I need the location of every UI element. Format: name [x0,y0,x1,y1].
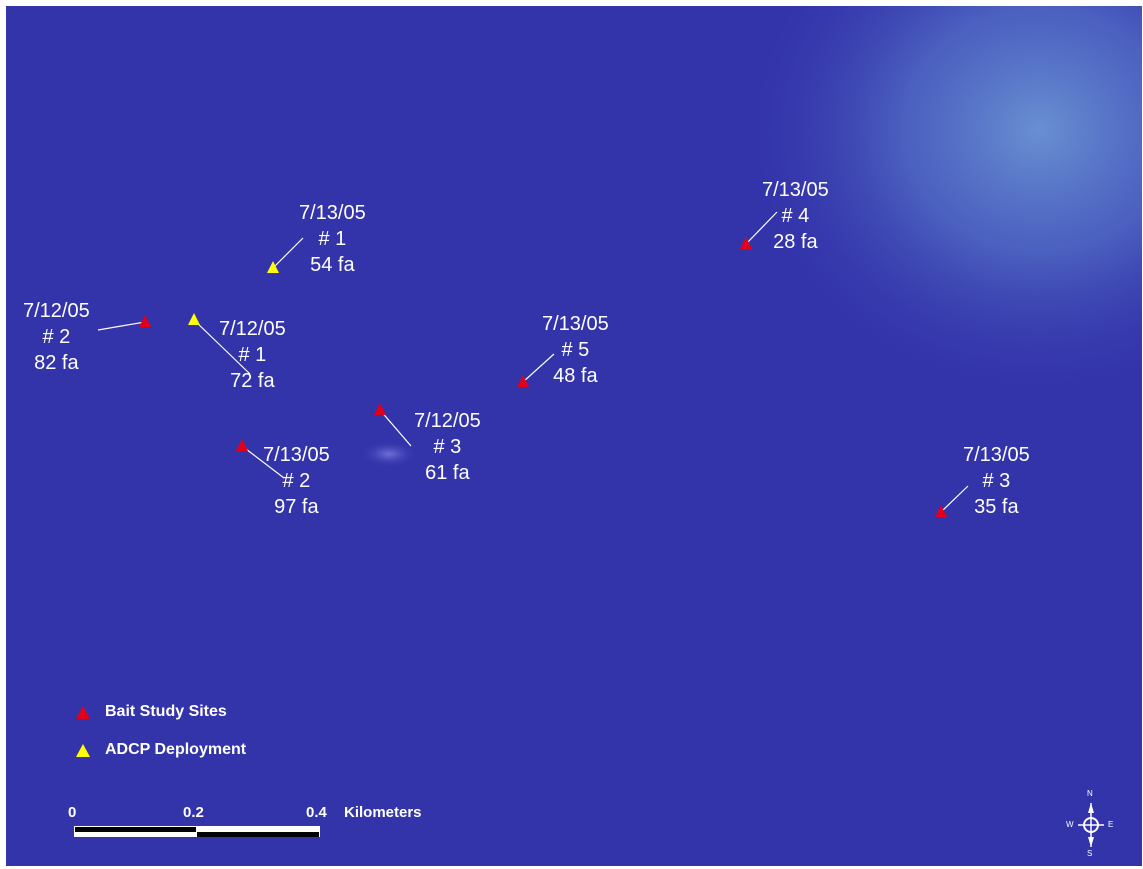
legend-adcp-label: ADCP Deployment [105,741,247,758]
leader-line [97,321,146,331]
site-label-bait-0713-2: 7/13/05 # 2 97 fa [263,442,330,520]
site-date: 7/13/05 [542,313,609,335]
site-label-bait-0713-4: 7/13/05 # 4 28 fa [762,177,829,255]
legend-bait-study-sites: Bait Study Sites [76,703,227,721]
site-depth: 61 fa [425,462,470,484]
leader-line [272,237,304,269]
scale-unit: Kilometers [344,804,422,821]
site-date: 7/13/05 [762,179,829,201]
compass-n: N [1087,789,1093,798]
site-label-bait-0712-3: 7/12/05 # 3 61 fa [414,408,481,486]
leader-line [241,445,285,479]
water-background [6,6,1142,866]
compass-icon [1078,803,1104,847]
site-label-bait-0713-5: 7/13/05 # 5 48 fa [542,311,609,389]
site-number: # 3 [433,436,462,458]
site-depth: 97 fa [274,496,319,518]
site-number: # 2 [42,326,71,348]
scale-tick-0-4: 0.4 [306,804,327,821]
markers-layer [97,211,969,517]
site-label-adcp-0713-1: 7/13/05 # 1 54 fa [299,200,366,278]
adcp-deployment-marker-icon [267,261,279,273]
site-number: # 5 [561,339,590,361]
bait-study-site-marker-icon [935,505,947,517]
site-number: # 2 [282,470,311,492]
site-number: # 1 [318,228,347,250]
site-date: 7/13/05 [299,202,366,224]
site-number: # 4 [781,205,810,227]
leader-line [193,319,251,375]
bait-study-site-marker-icon [139,315,151,327]
site-date: 7/13/05 [263,444,330,466]
leader-line [522,353,555,383]
bait-study-site-marker-icon [517,375,529,387]
site-label-bait-0712-2: 7/12/05 # 2 82 fa [23,298,90,376]
map-canvas: 7/13/05 # 1 54 fa 7/12/05 # 2 82 fa 7/12… [6,6,1142,866]
compass-e: E [1108,820,1114,829]
site-depth: 72 fa [230,370,275,392]
site-date: 7/13/05 [963,444,1030,466]
site-number: # 1 [238,344,267,366]
yellow-triangle-icon [76,743,90,757]
compass-w: W [1066,820,1074,829]
site-date: 7/12/05 [414,410,481,432]
leader-line [940,485,969,513]
scale-tick-0-2: 0.2 [183,804,204,821]
site-label-bait-0713-3: 7/13/05 # 3 35 fa [963,442,1030,520]
legend-adcp-deployment: ADCP Deployment [76,741,246,759]
site-depth: 82 fa [34,352,79,374]
adcp-deployment-marker-icon [188,313,200,325]
bait-study-site-marker-icon [740,237,752,249]
bait-study-site-marker-icon [236,439,248,451]
legend-bait-label: Bait Study Sites [105,703,227,720]
site-label-adcp-0712-1: 7/12/05 # 1 72 fa [219,316,286,394]
site-date: 7/12/05 [219,318,286,340]
leader-line [745,211,778,245]
site-depth: 35 fa [974,496,1019,518]
leader-line [379,409,412,447]
red-triangle-icon [76,705,90,719]
site-depth: 48 fa [553,365,598,387]
scale-bar-graphic [74,826,320,837]
site-depth: 54 fa [310,254,355,276]
compass-s: S [1087,849,1093,858]
site-date: 7/12/05 [23,300,90,322]
site-number: # 3 [982,470,1011,492]
scale-tick-0: 0 [68,804,77,821]
bait-study-site-marker-icon [374,403,386,415]
site-depth: 28 fa [773,231,818,253]
